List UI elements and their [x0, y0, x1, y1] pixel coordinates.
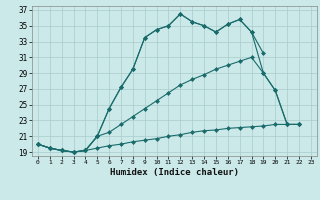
X-axis label: Humidex (Indice chaleur): Humidex (Indice chaleur) [110, 168, 239, 177]
